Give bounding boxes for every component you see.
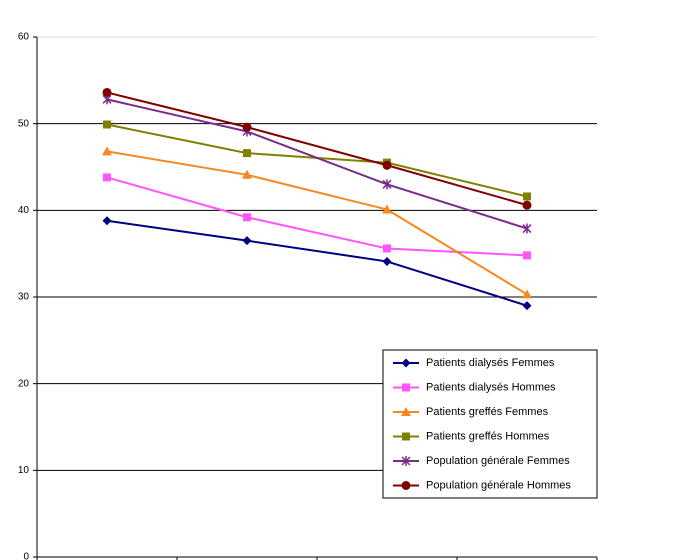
legend-label: Patients dialysés Hommes <box>426 381 556 393</box>
marker <box>523 251 531 260</box>
marker <box>382 256 392 266</box>
marker <box>242 236 252 246</box>
marker <box>401 407 411 416</box>
y-tick-label: 60 <box>18 32 30 43</box>
line <box>106 150 528 296</box>
legend-label: Patients dialysés Femmes <box>426 357 555 369</box>
line <box>106 98 528 230</box>
legend-label: Population générale Femmes <box>426 455 570 467</box>
y-tick-label: 40 <box>18 205 30 216</box>
marker <box>103 120 111 129</box>
marker <box>243 213 251 222</box>
y-tick-label: 20 <box>18 378 30 389</box>
marker <box>523 192 531 201</box>
marker <box>383 244 391 253</box>
marker <box>242 169 252 179</box>
legend-label: Population générale Hommes <box>426 479 571 491</box>
marker <box>242 122 252 132</box>
line <box>106 123 528 198</box>
y-tick-label: 0 <box>23 552 29 560</box>
marker <box>102 146 112 156</box>
line <box>106 219 528 307</box>
y-tick-label: 10 <box>18 465 30 476</box>
marker <box>401 358 411 368</box>
marker <box>382 179 392 190</box>
marker <box>522 289 532 299</box>
marker <box>401 456 411 466</box>
line <box>106 176 528 257</box>
y-tick-label: 30 <box>18 292 30 303</box>
line <box>106 91 528 207</box>
marker <box>102 87 112 97</box>
marker <box>243 149 251 158</box>
marker <box>522 200 532 210</box>
marker <box>522 301 532 311</box>
marker <box>382 204 392 214</box>
marker <box>402 432 410 441</box>
legend-label: Patients greffés Hommes <box>426 430 550 442</box>
marker <box>402 383 410 392</box>
marker <box>102 216 112 226</box>
marker <box>382 160 392 170</box>
marker <box>401 481 411 490</box>
marker <box>522 223 532 234</box>
legend-box <box>382 349 598 499</box>
marker <box>103 173 111 182</box>
legend-label: Patients greffés Femmes <box>426 406 549 418</box>
y-tick-label: 50 <box>18 118 30 129</box>
